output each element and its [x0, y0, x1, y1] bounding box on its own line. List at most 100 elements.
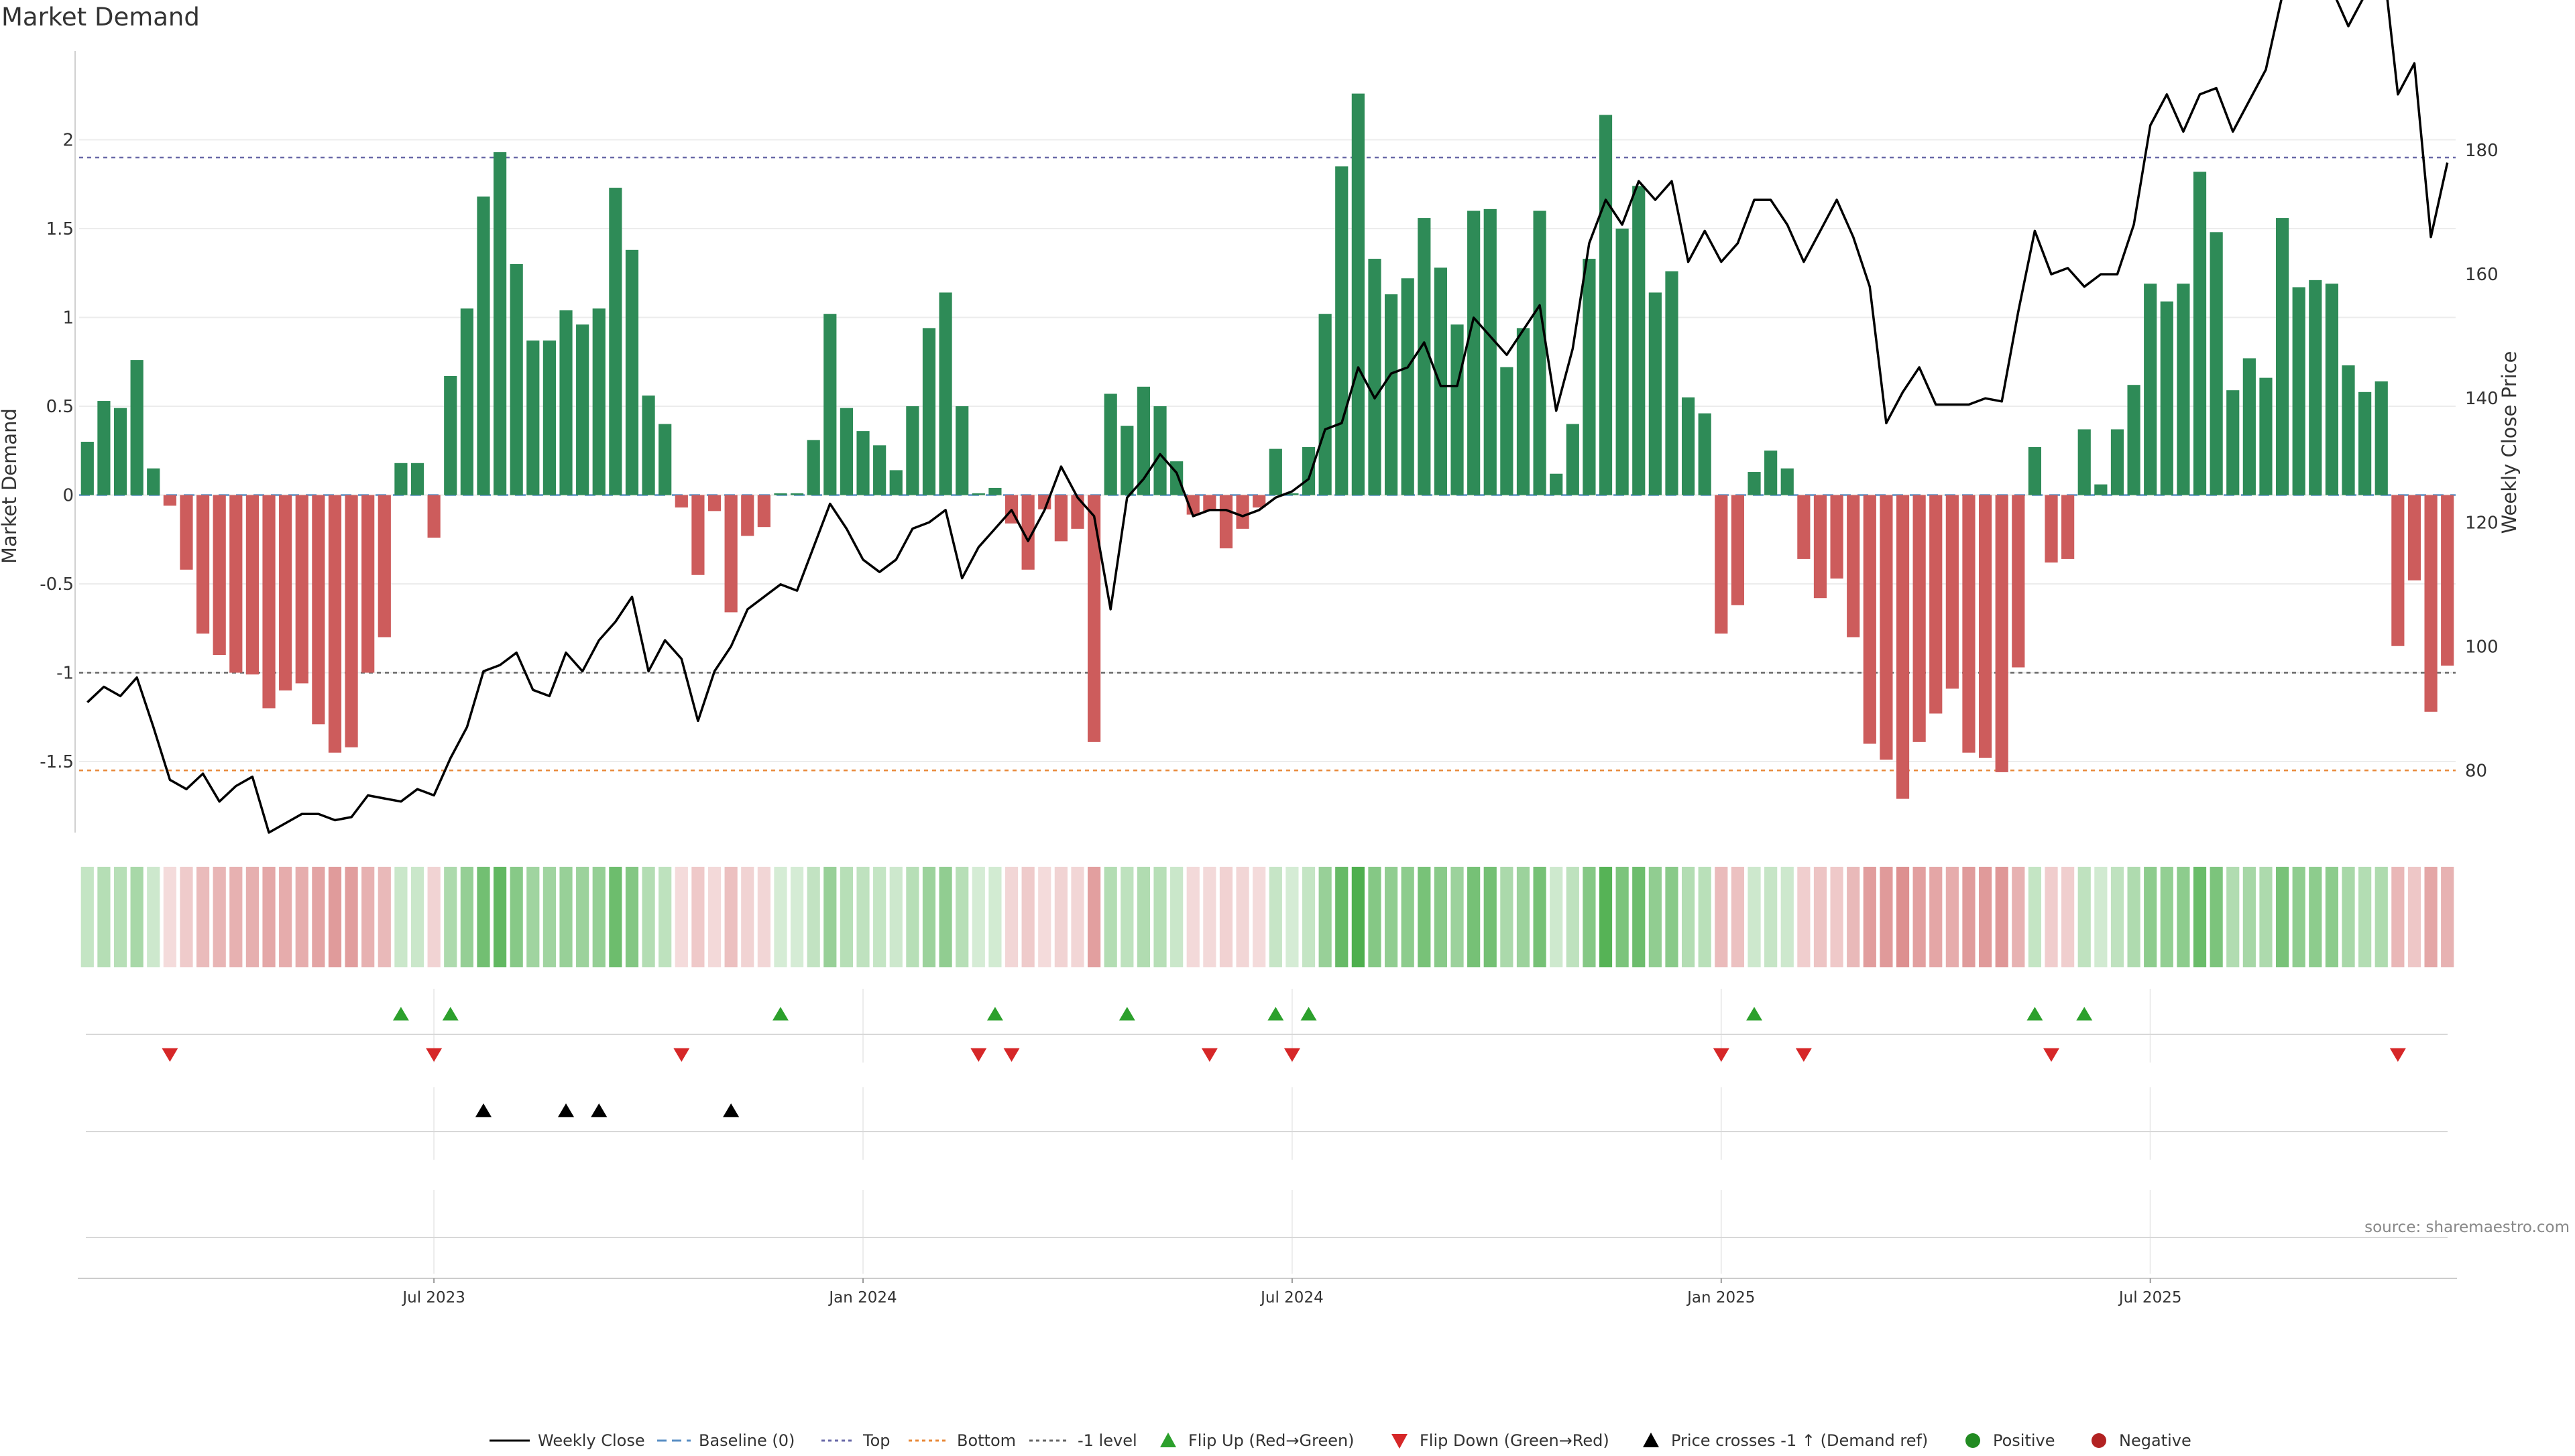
demand-bar [2242, 358, 2256, 495]
heat-cell [1153, 867, 1167, 967]
heat-cell [691, 867, 705, 967]
legend-label: Weekly Close [538, 1431, 645, 1450]
demand-bar [1780, 468, 1794, 495]
heat-cell [328, 867, 342, 967]
heat-cell [196, 867, 210, 967]
demand-bar [625, 249, 639, 495]
heat-cell [2441, 867, 2454, 967]
heat-cell [1830, 867, 1843, 967]
heat-cell [2144, 867, 2157, 967]
demand-bar [2177, 284, 2190, 495]
demand-bar [378, 495, 391, 638]
demand-bar [2342, 365, 2355, 495]
legend-swatch [1391, 1434, 1408, 1449]
demand-bar [2424, 495, 2438, 712]
legend-item: Weekly Close [490, 1431, 645, 1450]
heat-cell [295, 867, 308, 967]
demand-bar [262, 495, 276, 709]
demand-bar [1533, 210, 1546, 495]
heat-cell [361, 867, 375, 967]
demand-bar [1450, 324, 1464, 495]
demand-bar [1285, 493, 1299, 495]
heat-cell [1186, 867, 1200, 967]
heat-cell [675, 867, 688, 967]
heat-cell [1335, 867, 1349, 967]
demand-bar [1253, 495, 1266, 508]
legend-label: Positive [1993, 1431, 2055, 1450]
heat-cell [1467, 867, 1481, 967]
heat-cell [2358, 867, 2372, 967]
heat-cell [956, 867, 969, 967]
heat-cell [1863, 867, 1876, 967]
legend-item: Flip Up (Red→Green) [1160, 1431, 1355, 1450]
demand-bar [807, 440, 820, 495]
heat-cell [2424, 867, 2438, 967]
demand-bar [427, 495, 441, 538]
heat-cell [1418, 867, 1431, 967]
legend-label: Flip Down (Green→Red) [1420, 1431, 1609, 1450]
demand-bar [279, 495, 292, 690]
demand-bar [1021, 495, 1035, 570]
heat-cell [245, 867, 260, 967]
demand-bar [444, 375, 457, 495]
heat-cell [526, 867, 540, 967]
y-tick-label: -1.5 [40, 752, 74, 772]
heat-cell [1550, 867, 1563, 967]
heat-cell [1978, 867, 1992, 967]
demand-bar [2441, 495, 2454, 666]
heat-cell [823, 867, 837, 967]
y2-tick-label: 180 [2465, 141, 2499, 161]
heat-cell [1764, 867, 1778, 967]
heat-cell [1500, 867, 1513, 967]
heat-cell [542, 867, 557, 967]
demand-bar [361, 495, 375, 673]
x-tick-label: Jul 2023 [401, 1289, 465, 1307]
axes: 2 1.5 1 0.5 0 -0.5 -1 -1.5 180 160 140 120 100 80 [40, 51, 2499, 833]
heat-cell [1351, 867, 1365, 967]
flip-up-marker [1300, 1007, 1317, 1021]
heat-cell [939, 867, 952, 967]
demand-bar [163, 495, 176, 506]
heat-cell [1615, 867, 1629, 967]
demand-bar [542, 340, 557, 495]
demand-bar [196, 495, 210, 634]
demand-bar [691, 495, 705, 575]
heat-cell [856, 867, 870, 967]
demand-bar [1615, 229, 1629, 495]
y-tick-label: 2 [62, 131, 74, 151]
heat-cell [2292, 867, 2305, 967]
heat-cell [1318, 867, 1332, 967]
flip-down-marker [673, 1048, 690, 1062]
demand-bar [1715, 495, 1728, 634]
heat-cell [113, 867, 127, 967]
demand-bar [526, 340, 540, 495]
heat-cell [1945, 867, 1959, 967]
demand-bar [2127, 385, 2140, 495]
heat-cell [1137, 867, 1151, 967]
demand-bar [873, 445, 886, 495]
demand-bar [972, 493, 985, 495]
demand-bar [80, 442, 94, 495]
demand-bar [724, 495, 738, 613]
demand-bar [1962, 495, 1976, 753]
demand-bar [2110, 429, 2124, 495]
demand-bar [1467, 210, 1481, 495]
heat-cell [1054, 867, 1068, 967]
heat-cell [493, 867, 507, 967]
heat-cell [1021, 867, 1035, 967]
heat-cell [2407, 867, 2421, 967]
legend-label: Flip Up (Red→Green) [1188, 1431, 1355, 1450]
demand-bar [1368, 259, 1381, 495]
heat-cell [2094, 867, 2108, 967]
heat-cell [1170, 867, 1184, 967]
legend-swatch [1965, 1433, 1980, 1448]
heat-cell [1665, 867, 1678, 967]
heat-cell [741, 867, 754, 967]
legend-item: Bottom [909, 1431, 1016, 1450]
heat-cell [1368, 867, 1381, 967]
heat-cell [97, 867, 111, 967]
x-axis: Jul 2023 Jan 2024 Jul 2024 Jan 2025 Jul 2025 [78, 1278, 2457, 1307]
heat-cell [1434, 867, 1448, 967]
demand-bar [1302, 446, 1316, 495]
demand-bar [609, 188, 622, 495]
